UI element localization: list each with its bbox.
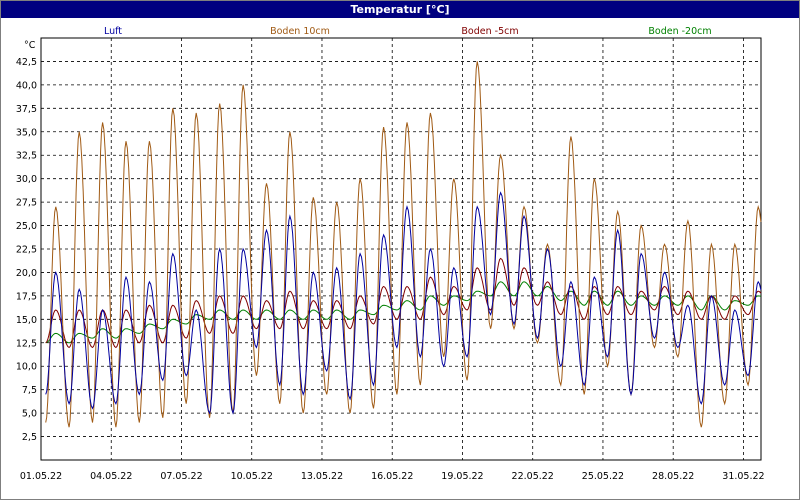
- x-tick-label: 31.05.22: [722, 471, 764, 482]
- y-tick-label: 32,5: [16, 151, 37, 162]
- x-tick-label: 16.05.22: [371, 471, 413, 482]
- y-tick-label: 30,0: [16, 174, 37, 185]
- x-tick-label: 19.05.22: [441, 471, 483, 482]
- series-line-3: [45, 257, 762, 349]
- y-tick-label: 15,0: [16, 315, 37, 326]
- x-tick-label: 10.05.22: [231, 471, 273, 482]
- y-tick-label: 37,5: [16, 104, 37, 115]
- y-tick-label: 27,5: [16, 198, 37, 209]
- legend-entry: Luft: [104, 26, 122, 37]
- y-tick-label: 35,0: [16, 127, 37, 138]
- legend-entry: Boden -20cm: [648, 26, 711, 37]
- grid: [41, 38, 761, 460]
- x-tick-label: 28.05.22: [652, 471, 694, 482]
- y-tick-label: 40,0: [16, 80, 37, 91]
- x-tick-label: 01.05.22: [20, 471, 62, 482]
- y-tick-label: 17,5: [16, 291, 37, 302]
- legend-entry: Boden 10cm: [270, 26, 330, 37]
- x-tick-label: 07.05.22: [160, 471, 202, 482]
- y-tick-label: 12,5: [16, 338, 37, 349]
- x-tick-label: 25.05.22: [582, 471, 624, 482]
- x-tick-label: 22.05.22: [512, 471, 554, 482]
- y-tick-label: 5,0: [22, 409, 37, 420]
- y-axis: 2,5 5,0 7,5 10,0 12,5 15,0 17,5 20,0 22,5 25,0 27,…: [16, 57, 37, 443]
- y-tick-label: 2,5: [22, 432, 37, 443]
- x-axis: 01.05.22 04.05.22 07.05.22 10.05.22 13.05.22…: [20, 471, 765, 482]
- legend: Luft Boden 10cm Boden -5cm Boden -20cm: [104, 26, 712, 37]
- x-tick-label: 13.05.22: [301, 471, 343, 482]
- x-tick-label: 04.05.22: [90, 471, 132, 482]
- y-tick-label: 7,5: [22, 385, 37, 396]
- series-line-4: [45, 281, 762, 344]
- y-axis-unit: °C: [24, 40, 36, 51]
- y-tick-label: 42,5: [16, 57, 37, 68]
- y-tick-label: 20,0: [16, 268, 37, 279]
- y-tick-label: 25,0: [16, 221, 37, 232]
- chart-title: Temperatur [°C]: [1, 1, 799, 18]
- series-group: [45, 61, 762, 428]
- plot-area: [40, 37, 762, 461]
- legend-entry: Boden -5cm: [461, 26, 518, 37]
- series-line-2: [45, 61, 762, 428]
- y-tick-label: 10,0: [16, 362, 37, 373]
- series-line-1: [45, 191, 762, 415]
- y-tick-label: 22,5: [16, 245, 37, 256]
